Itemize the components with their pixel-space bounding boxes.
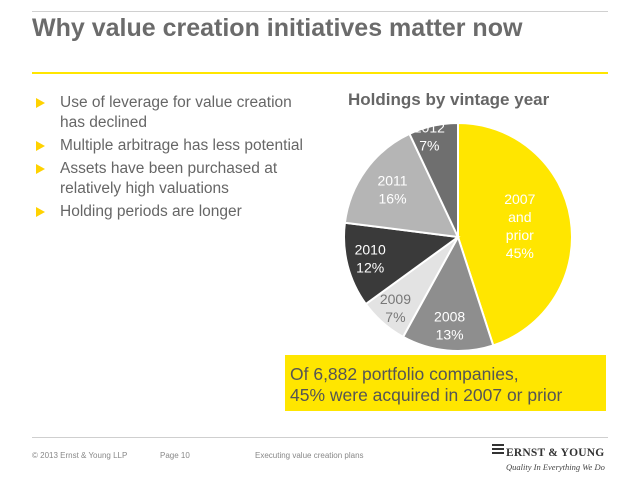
slice-label-2012: 2012 7%: [414, 120, 445, 154]
logo-tagline: Quality In Everything We Do: [506, 462, 605, 472]
footer-section: Executing value creation plans: [255, 451, 364, 460]
company-logo: ERNST & YOUNG Quality In Everything We D…: [492, 443, 612, 472]
bullet-text: Assets have been purchased at relatively…: [60, 160, 278, 197]
logo-mark-icon: [492, 444, 504, 454]
pie-slice-2011: [343, 132, 460, 239]
callout-box: Of 6,882 portfolio companies, 45% were a…: [285, 355, 606, 411]
pie-slice-2010: [343, 221, 461, 306]
slice-label-2008: 2008 13%: [434, 309, 465, 343]
slice-label-2010: 2010 12%: [355, 241, 386, 275]
pie-slice-2008: [401, 234, 495, 352]
bullet-item: Assets have been purchased at relatively…: [36, 159, 321, 199]
bullet-text: Holding periods are longer: [60, 203, 242, 220]
footer-page-number: Page 10: [160, 451, 190, 460]
bullet-list: Use of leverage for value creation has d…: [36, 93, 321, 225]
chart-title: Holdings by vintage year: [348, 90, 550, 109]
pie-slice-2012: [408, 121, 459, 238]
footer-copyright: © 2013 Ernst & Young LLP: [32, 451, 128, 460]
bullet-item: Use of leverage for value creation has d…: [36, 93, 321, 133]
slide-title: Why value creation initiatives matter no…: [32, 14, 523, 42]
pie-slice-2007: [457, 121, 573, 347]
bullet-arrow-icon: [36, 98, 45, 108]
slice-label-2007: 2007 and prior 45%: [504, 191, 535, 261]
title-underline: [32, 72, 608, 74]
bullet-arrow-icon: [36, 141, 45, 151]
slice-label-2011: 2011 16%: [377, 172, 407, 206]
bullet-item: Holding periods are longer: [36, 202, 321, 222]
logo-name: ERNST & YOUNG: [506, 447, 605, 459]
callout-line-2: 45% were acquired in 2007 or prior: [290, 385, 563, 405]
bullet-arrow-icon: [36, 164, 45, 174]
top-divider: [32, 11, 608, 12]
bullet-arrow-icon: [36, 207, 45, 217]
bullet-text: Use of leverage for value creation has d…: [60, 94, 292, 131]
callout-line-1: Of 6,882 portfolio companies,: [290, 364, 519, 384]
slice-label-2009: 2009 7%: [380, 291, 411, 325]
bullet-text: Multiple arbitrage has less potential: [60, 137, 303, 154]
bullet-item: Multiple arbitrage has less potential: [36, 136, 321, 156]
footer-divider: [32, 437, 608, 438]
